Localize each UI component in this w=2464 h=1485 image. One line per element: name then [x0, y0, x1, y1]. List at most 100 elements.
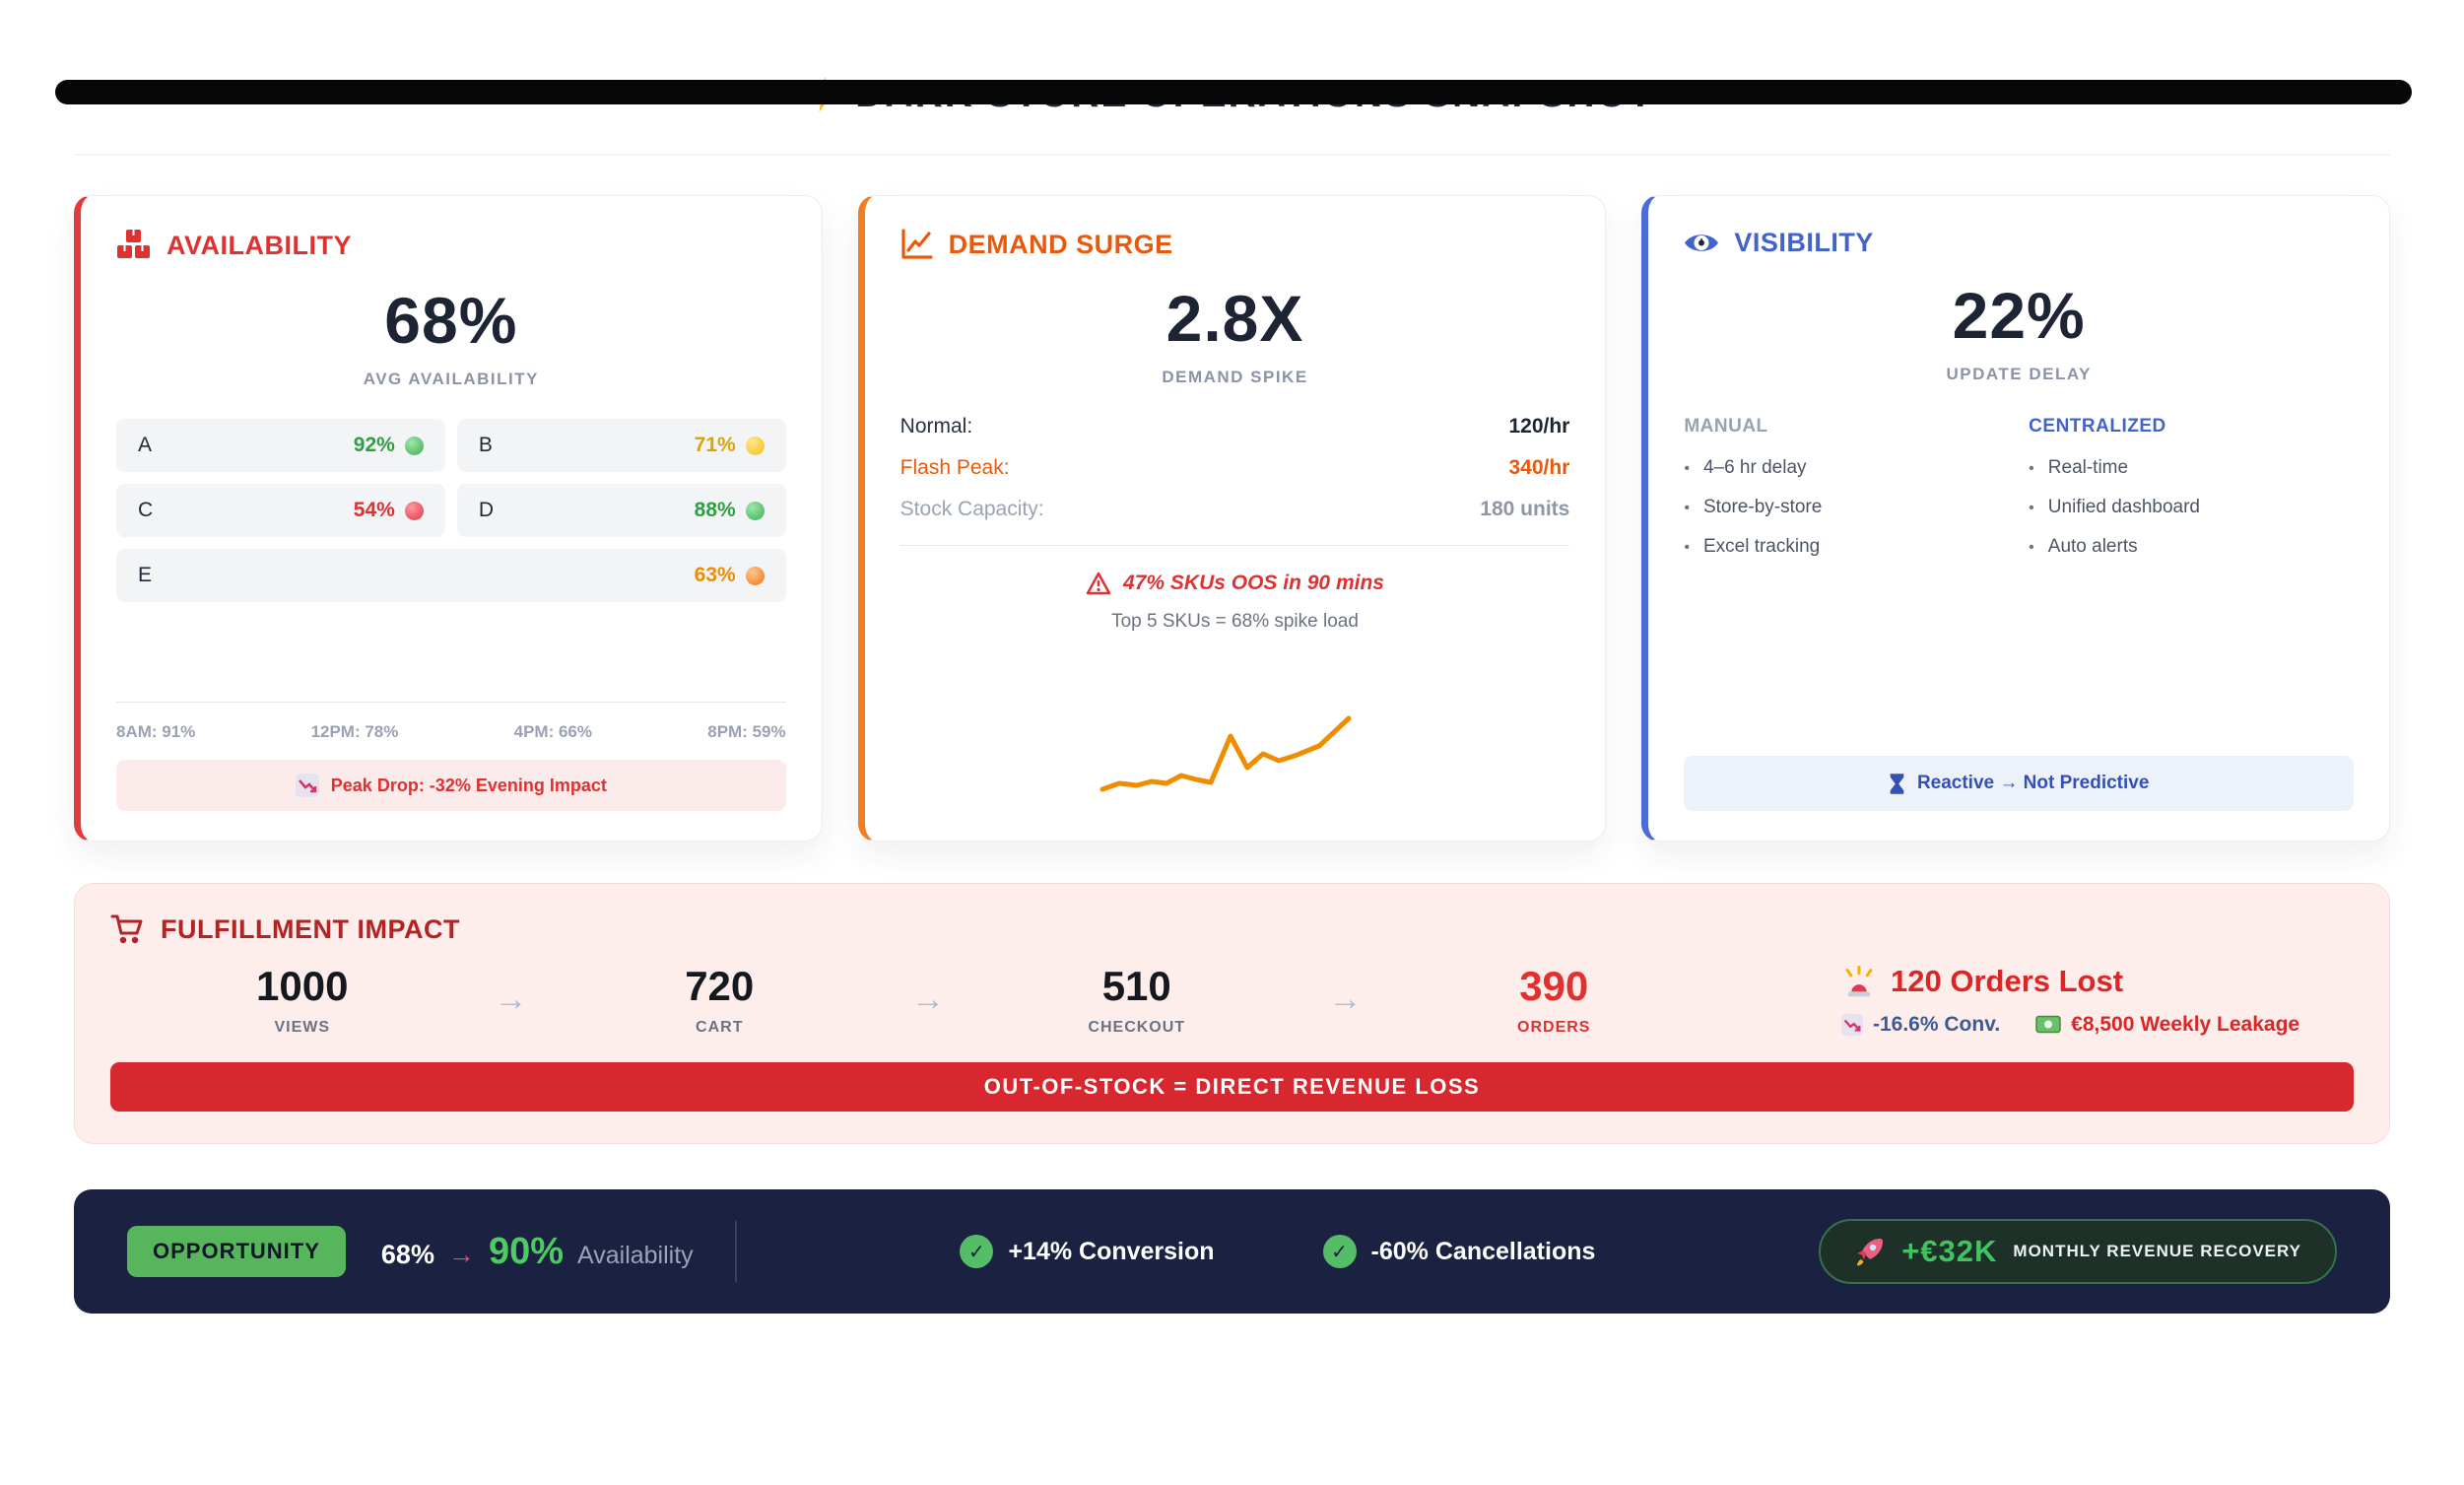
- oos-warning-text: 47% SKUs OOS in 90 mins: [1123, 572, 1384, 594]
- store-row: D 88%: [456, 484, 786, 537]
- timeline-point: 8PM: 59%: [707, 722, 786, 741]
- recovery-label: MONTHLY REVENUE RECOVERY: [2013, 1242, 2301, 1260]
- bullet-icon: •: [2029, 460, 2034, 477]
- list-item-text: Excel tracking: [1702, 536, 1821, 557]
- visibility-metric-label: UPDATE DELAY: [1946, 365, 2092, 383]
- visibility-list: • 4–6 hr delay • Store-by-store • Excel track…: [1684, 457, 2009, 558]
- store-row: B 71%: [456, 419, 786, 472]
- store-value-text: 54%: [353, 499, 395, 521]
- visibility-card: VISIBILITY 22% UPDATE DELAY MANUAL • 4–6 h…: [1641, 195, 2391, 842]
- bullet-icon: •: [2029, 500, 2034, 516]
- chart-down-icon: [1841, 1013, 1863, 1036]
- store-value: 54%: [354, 499, 424, 522]
- availability-metric: 68%: [384, 284, 518, 357]
- metric-cards-row: AVAILABILITY 68% AVG AVAILABILITY A 92% B 7…: [74, 195, 2391, 842]
- demand-row: Stock Capacity: 180 units: [900, 498, 1570, 521]
- demand-row-label: Normal:: [899, 415, 973, 438]
- demand-row: Normal: 120/hr: [900, 415, 1570, 439]
- siren-icon: [1841, 965, 1877, 998]
- demand-kv-rows: Normal: 120/hr Flash Peak: 340/hr Stock Capa…: [900, 415, 1570, 521]
- shift-from: 68%: [380, 1239, 434, 1269]
- status-dot-green: [745, 501, 765, 520]
- opportunity-badge: OPPORTUNITY: [127, 1226, 346, 1277]
- divider: [116, 702, 786, 703]
- visibility-title: VISIBILITY: [1734, 228, 1874, 257]
- availability-shift: 68% → 90% Availability: [381, 1231, 694, 1273]
- store-name: B: [478, 434, 493, 456]
- divider: [734, 1221, 737, 1282]
- availability-footer: 8AM: 91% 12PM: 78% 4PM: 66% 8PM: 59% Peak D…: [116, 702, 786, 811]
- recovery-value: +€32K: [1901, 1234, 1998, 1268]
- store-value: 71%: [695, 434, 765, 457]
- list-item-text: Store-by-store: [1702, 497, 1823, 517]
- list-item-text: Real-time: [2047, 457, 2129, 478]
- visibility-column: MANUAL • 4–6 hr delay • Store-by-store • Excel…: [1684, 416, 2009, 558]
- banknote-icon: [2035, 1015, 2061, 1034]
- cart-icon: [110, 913, 146, 945]
- status-dot-green: [404, 436, 424, 455]
- funnel-stat-value: 510: [1101, 963, 1171, 1009]
- orders-lost-line: 120 Orders Lost: [1841, 964, 2354, 999]
- store-value-text: 63%: [694, 564, 736, 586]
- bullet-icon: •: [1684, 500, 1690, 516]
- visibility-list: • Real-time • Unified dashboard • Auto alerts: [2029, 457, 2354, 558]
- conversion-loss-text: -16.6% Conv.: [1873, 1012, 2001, 1036]
- demand-row-label: Flash Peak:: [899, 456, 1010, 479]
- demand-row-value: 120/hr: [1508, 415, 1570, 438]
- status-dot-orange: [745, 566, 765, 585]
- shift-metric: Availability: [577, 1241, 694, 1269]
- oos-warning: 47% SKUs OOS in 90 mins: [900, 572, 1570, 595]
- conversion-loss: -16.6% Conv.: [1841, 1013, 2000, 1037]
- arrow-right-icon: →: [1328, 980, 1363, 1018]
- store-row: A 92%: [116, 419, 445, 472]
- funnel-flow: 1000 VIEWS → 720 CART → 510 CHECKOUT → 390 ORDERS: [110, 963, 1746, 1037]
- revenue-recovery-button[interactable]: +€32K MONTHLY REVENUE RECOVERY: [1819, 1219, 2337, 1284]
- store-value-text: 71%: [694, 434, 736, 456]
- funnel-stat: 390 ORDERS: [1495, 963, 1613, 1037]
- arrow-right-icon: →: [494, 980, 528, 1018]
- status-dot-red: [404, 501, 424, 520]
- list-item: • Excel tracking: [1684, 536, 2009, 558]
- arrow-right-icon: →: [911, 980, 945, 1018]
- fulfillment-title: FULFILLMENT IMPACT: [161, 913, 460, 944]
- eye-icon: [1684, 230, 1719, 256]
- demand-row-label: Stock Capacity:: [899, 498, 1044, 520]
- demand-surge-title: DEMAND SURGE: [948, 229, 1173, 259]
- warning-triangle-icon: [1086, 572, 1111, 595]
- funnel-stat-value: 720: [685, 963, 755, 1009]
- opportunity-stat: ✓ -60% Cancellations: [1322, 1235, 1596, 1268]
- timeline-point: 8AM: 91%: [116, 722, 196, 741]
- demand-row-value: 180 units: [1480, 498, 1570, 520]
- store-value: 63%: [695, 564, 765, 587]
- bullet-icon: •: [1684, 460, 1690, 477]
- demand-surge-card: DEMAND SURGE 2.8X DEMAND SPIKE Normal: 12…: [857, 195, 1607, 842]
- fulfillment-header: FULFILLMENT IMPACT: [110, 913, 2354, 945]
- store-row: E 63%: [116, 549, 786, 602]
- store-name: C: [138, 499, 154, 521]
- list-item: • Store-by-store: [1684, 497, 2009, 518]
- funnel-stat-label: CART: [696, 1019, 744, 1036]
- timeline-point: 4PM: 66%: [513, 722, 593, 741]
- availability-card: AVAILABILITY 68% AVG AVAILABILITY A 92% B 7…: [74, 195, 823, 842]
- sparkline-wrap: [900, 707, 1570, 811]
- store-grid: A 92% B 71% C 54% D 88% E 63%: [116, 419, 786, 602]
- visibility-card-header: VISIBILITY: [1684, 228, 2354, 258]
- loss-stats: -16.6% Conv. €8,500 Weekly Leakage: [1841, 1013, 2354, 1037]
- opportunity-stat-text: -60% Cancellations: [1370, 1237, 1596, 1265]
- list-item: • Real-time: [2029, 457, 2354, 479]
- visibility-columns: MANUAL • 4–6 hr delay • Store-by-store • Excel…: [1684, 416, 2354, 558]
- store-name: D: [478, 499, 494, 521]
- peak-drop-banner: Peak Drop: -32% Evening Impact: [116, 760, 786, 811]
- list-item: • 4–6 hr delay: [1684, 457, 2009, 479]
- availability-timeline: 8AM: 91% 12PM: 78% 4PM: 66% 8PM: 59%: [116, 722, 786, 742]
- reactive-banner: Reactive → Not Predictive: [1684, 756, 2355, 811]
- arrow-right-icon: →: [447, 1239, 475, 1269]
- boxes-icon: [116, 228, 152, 263]
- list-item-text: 4–6 hr delay: [1702, 457, 1807, 478]
- opportunity-bar: OPPORTUNITY 68% → 90% Availability ✓ +14%…: [74, 1189, 2390, 1314]
- sku-note: Top 5 SKUs = 68% spike load: [1111, 611, 1359, 632]
- bullet-icon: •: [1684, 539, 1690, 556]
- opportunity-stat: ✓ +14% Conversion: [960, 1235, 1215, 1268]
- reactive-banner-text: Reactive → Not Predictive: [1916, 773, 2150, 793]
- orders-lost-block: 120 Orders Lost -16.6% Conv. €8,500 Week…: [1841, 964, 2354, 1037]
